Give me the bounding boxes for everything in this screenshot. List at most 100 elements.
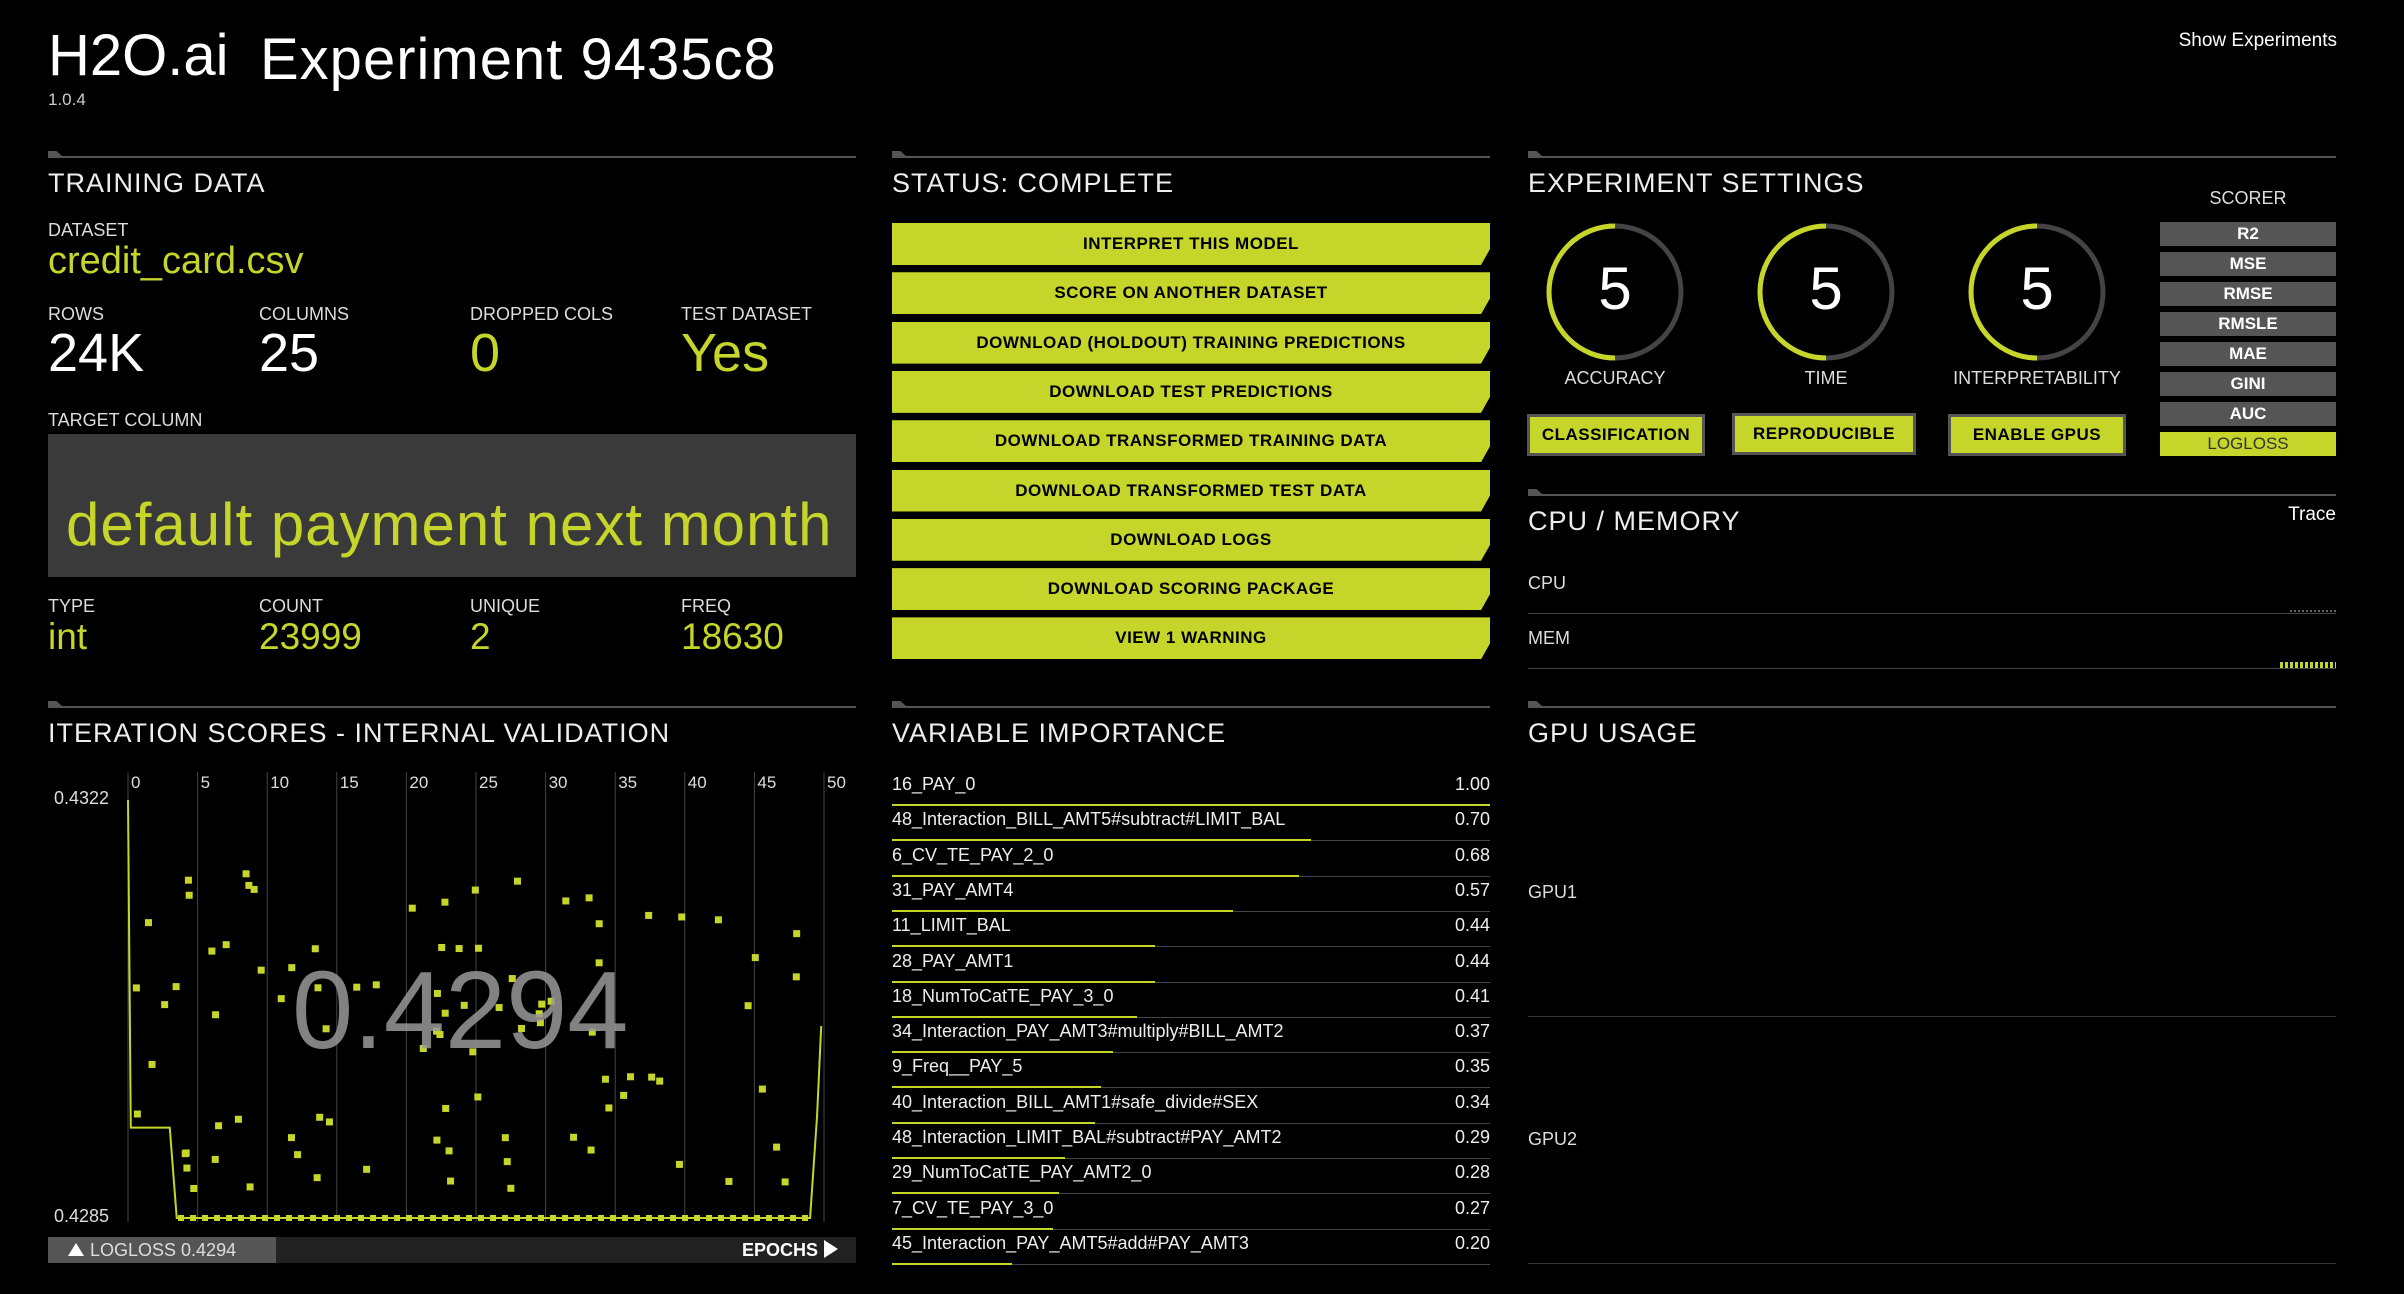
variable-importance-bar	[892, 1051, 1114, 1054]
iteration-marker	[288, 964, 296, 972]
variable-importance-bar	[892, 874, 1299, 877]
type-label: TYPE	[48, 596, 96, 616]
iteration-marker	[314, 984, 322, 992]
iteration-marker	[322, 1025, 330, 1033]
variable-importance-value: 0.37	[1454, 1021, 1490, 1042]
cpu-line	[1528, 613, 2336, 614]
columns-value: 25	[259, 323, 320, 383]
x-tick-label: 25	[479, 773, 498, 792]
action-button[interactable]: DOWNLOAD LOGS	[892, 518, 1490, 561]
variable-importance-value: 0.20	[1454, 1232, 1490, 1253]
interpretability-dial[interactable]: 5	[1967, 222, 2107, 362]
variable-importance-row: 40_Interaction_BILL_AMT1#safe_divide#SEX…	[892, 1088, 1490, 1124]
variable-name: 40_Interaction_BILL_AMT1#safe_divide#SEX	[892, 1091, 1259, 1112]
classification-toggle[interactable]: CLASSIFICATION	[1527, 414, 1705, 456]
time-dial[interactable]: 5	[1756, 222, 1896, 362]
gpu-usage-rule	[1528, 706, 2336, 708]
scorer-option-mse[interactable]: MSE	[2160, 252, 2336, 276]
action-button[interactable]: VIEW 1 WARNING	[892, 617, 1490, 660]
variable-importance-bar	[892, 804, 1490, 806]
reproducible-toggle[interactable]: REPRODUCIBLE	[1732, 413, 1916, 455]
mem-line	[1528, 668, 2336, 669]
trace-link[interactable]: Trace	[2288, 504, 2336, 525]
mem-label: MEM	[1528, 628, 1570, 648]
variable-importance-row: 31_PAY_AMT4 0.57	[892, 876, 1490, 912]
scorer-option-auc[interactable]: AUC	[2160, 402, 2336, 426]
iteration-marker	[325, 1118, 333, 1126]
action-button[interactable]: SCORE ON ANOTHER DATASET	[892, 272, 1490, 315]
dropped-cols-value[interactable]: 0	[470, 323, 501, 383]
iteration-marker	[445, 1147, 453, 1155]
variable-importance-row: 45_Interaction_PAY_AMT5#add#PAY_AMT3 0.20	[892, 1229, 1490, 1265]
action-button[interactable]: DOWNLOAD TRANSFORMED TRAINING DATA	[892, 420, 1490, 463]
variable-importance-row: 34_Interaction_PAY_AMT3#multiply#BILL_AM…	[892, 1017, 1490, 1054]
iteration-marker	[353, 983, 361, 991]
scorer-option-r2[interactable]: R2	[2160, 222, 2336, 246]
x-tick-label: 20	[409, 773, 428, 792]
accuracy-dial[interactable]: 5	[1545, 222, 1685, 362]
enable-gpus-toggle[interactable]: ENABLE GPUS	[1948, 414, 2126, 456]
variable-importance-row: 29_NumToCatTE_PAY_AMT2_0 0.28	[892, 1158, 1490, 1195]
iteration-marker	[442, 1104, 450, 1112]
scorer-option-logloss[interactable]: LOGLOSS	[2160, 432, 2336, 456]
iteration-marker	[744, 1002, 752, 1010]
iteration-marker	[441, 1009, 449, 1017]
variable-importance-row: 18_NumToCatTE_PAY_3_0 0.41	[892, 982, 1490, 1018]
action-button[interactable]: DOWNLOAD TRANSFORMED TEST DATA	[892, 469, 1490, 512]
variable-importance-row: 28_PAY_AMT1 0.44	[892, 947, 1490, 983]
x-tick-label: 5	[201, 773, 210, 792]
variable-name: 18_NumToCatTE_PAY_3_0	[892, 985, 1114, 1006]
variable-importance-value: 0.28	[1454, 1162, 1490, 1183]
variable-importance-row: 6_CV_TE_PAY_2_0 0.68	[892, 841, 1490, 877]
variable-importance-bar	[892, 1262, 1012, 1265]
variable-name: 31_PAY_AMT4	[892, 879, 1014, 900]
iteration-marker	[714, 916, 722, 924]
action-button[interactable]: DOWNLOAD SCORING PACKAGE	[892, 568, 1490, 611]
iteration-marker	[363, 1165, 371, 1173]
variable-importance-value: 0.70	[1454, 809, 1490, 830]
x-tick-label: 45	[757, 773, 776, 792]
target-column-box[interactable]: default payment next month	[48, 434, 856, 577]
iteration-marker	[518, 1024, 526, 1032]
variable-importance-row: 11_LIMIT_BAL 0.44	[892, 911, 1490, 948]
variable-name: 45_Interaction_PAY_AMT5#add#PAY_AMT3	[892, 1232, 1249, 1253]
gpu1-label: GPU1	[1528, 882, 1578, 902]
iteration-marker	[133, 1110, 141, 1118]
status-title: STATUS: COMPLETE	[892, 168, 1175, 198]
variable-importance-row: 48_Interaction_LIMIT_BAL#subtract#PAY_AM…	[892, 1123, 1490, 1159]
scorer-option-rmsle[interactable]: RMSLE	[2160, 312, 2336, 336]
count-label: COUNT	[259, 596, 323, 616]
epochs-label: EPOCHS	[741, 1240, 818, 1260]
iteration-marker	[438, 943, 446, 951]
iteration-marker	[474, 944, 482, 952]
score-footer-fill	[48, 1237, 276, 1263]
action-button[interactable]: INTERPRET THIS MODEL	[892, 223, 1490, 265]
iteration-marker	[501, 1134, 509, 1142]
dataset-value[interactable]: credit_card.csv	[48, 240, 304, 282]
epochs-button[interactable]: EPOCHS	[742, 1240, 838, 1261]
iteration-marker	[287, 1134, 295, 1142]
test-dataset-value[interactable]: Yes	[681, 323, 770, 383]
score-footer: LOGLOSS 0.4294 EPOCHS	[48, 1237, 856, 1263]
variable-importance-value: 0.41	[1454, 985, 1490, 1006]
scorer-option-rmse[interactable]: RMSE	[2160, 282, 2336, 306]
scorer-option-mae[interactable]: MAE	[2160, 342, 2336, 366]
iteration-marker	[311, 945, 319, 953]
variable-importance-value: 1.00	[1454, 774, 1490, 794]
scorer-option-gini[interactable]: GINI	[2160, 372, 2336, 396]
variable-importance-value: 0.34	[1454, 1091, 1490, 1112]
variable-importance-row: 16_PAY_0 1.00	[892, 770, 1490, 806]
iteration-marker	[408, 904, 416, 912]
show-experiments-link[interactable]: Show Experiments	[2178, 30, 2337, 51]
interpretability-value: 5	[2020, 255, 2054, 322]
iteration-marker	[455, 945, 463, 953]
version-label: 1.0.4	[48, 90, 86, 109]
iteration-marker	[212, 1011, 220, 1019]
variable-name: 28_PAY_AMT1	[892, 950, 1014, 971]
action-button[interactable]: DOWNLOAD (HOLDOUT) TRAINING PREDICTIONS	[892, 321, 1490, 364]
iteration-marker	[245, 881, 253, 889]
x-tick-label: 10	[270, 773, 289, 792]
time-value: 5	[1809, 255, 1843, 322]
action-button[interactable]: DOWNLOAD TEST PREDICTIONS	[892, 370, 1490, 413]
iteration-marker	[161, 1001, 169, 1009]
